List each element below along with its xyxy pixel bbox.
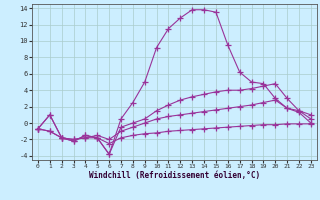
X-axis label: Windchill (Refroidissement éolien,°C): Windchill (Refroidissement éolien,°C) — [89, 171, 260, 180]
